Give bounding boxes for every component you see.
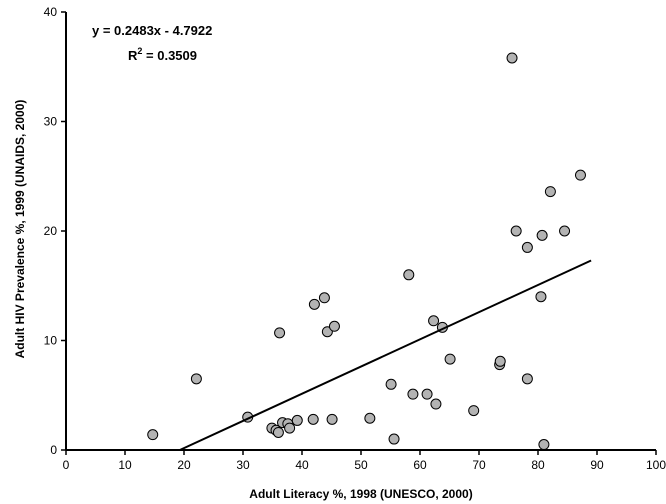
data-point	[494, 355, 506, 367]
data-point	[403, 269, 415, 281]
data-point	[385, 378, 397, 390]
data-point	[468, 405, 480, 417]
x-tick-label: 70	[472, 458, 486, 472]
data-point	[388, 433, 400, 445]
r-squared-label: R2 = 0.3509	[128, 46, 197, 63]
data-point	[521, 241, 533, 253]
x-tick-label: 40	[295, 458, 309, 472]
data-point	[364, 412, 376, 424]
data-point	[328, 320, 340, 332]
x-tick-labels: 0 10 20 30 40 50 60 70 80 90 100	[63, 450, 666, 472]
data-point	[538, 439, 550, 451]
r-squared-value: = 0.3509	[142, 48, 197, 63]
data-point	[307, 413, 319, 425]
data-point	[318, 292, 330, 304]
x-tick-label: 10	[118, 458, 132, 472]
data-point	[510, 225, 522, 237]
x-tick-label: 0	[63, 458, 70, 472]
data-point	[430, 398, 442, 410]
data-point	[284, 422, 296, 434]
data-point	[521, 373, 533, 385]
plot-area: 0 10 20 30 40 50 60 70 80 90 100 0 10 20 30 40	[44, 5, 666, 472]
r-squared-symbol: R	[128, 48, 138, 63]
data-point	[506, 52, 518, 64]
y-tick-label: 30	[44, 115, 58, 129]
x-axis-title: Adult Literacy %, 1998 (UNESCO, 2000)	[249, 487, 472, 501]
data-point	[274, 327, 286, 339]
data-point	[190, 373, 202, 385]
x-tick-label: 90	[590, 458, 604, 472]
data-point	[326, 413, 338, 425]
y-axis-title: Adult HIV Prevalence %, 1999 (UNAIDS, 20…	[13, 100, 27, 359]
y-tick-label: 40	[44, 5, 58, 19]
data-point	[535, 291, 547, 303]
regression-equation: y = 0.2483x - 4.7922	[92, 23, 212, 38]
x-tick-label: 80	[531, 458, 545, 472]
trend-line	[179, 259, 592, 451]
data-point	[272, 426, 284, 438]
x-tick-label: 100	[646, 458, 666, 472]
data-point	[559, 225, 571, 237]
data-point	[536, 229, 548, 241]
x-tick-label: 60	[413, 458, 427, 472]
x-tick-label: 20	[177, 458, 191, 472]
data-point	[407, 388, 419, 400]
y-tick-label: 0	[50, 443, 57, 457]
data-point	[444, 353, 456, 365]
data-point	[421, 388, 433, 400]
data-point	[147, 429, 159, 441]
data-points	[147, 52, 586, 451]
y-tick-label: 20	[44, 224, 58, 238]
r-squared-superscript: 2	[137, 46, 142, 56]
data-point	[308, 298, 320, 310]
y-tick-label: 10	[44, 334, 58, 348]
data-point	[291, 414, 303, 426]
data-point	[428, 315, 440, 327]
data-point	[574, 169, 586, 181]
data-point	[544, 186, 556, 198]
x-tick-label: 30	[236, 458, 250, 472]
y-tick-labels: 0 10 20 30 40	[44, 5, 66, 457]
x-tick-label: 50	[354, 458, 368, 472]
